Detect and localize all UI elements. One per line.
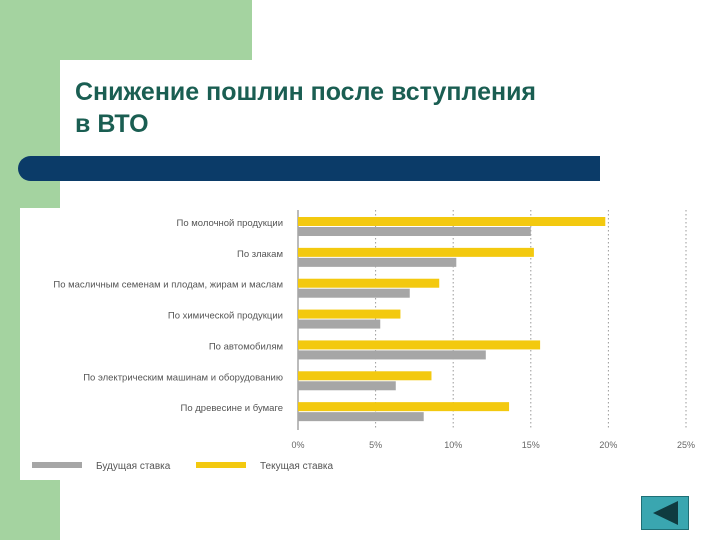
- bar-future-6: [298, 381, 396, 391]
- chart-container: 0% 5% 10% 15% 20% 25% По молочной продукции По …: [20, 208, 700, 480]
- bar-current-2: [298, 247, 534, 257]
- legend-label: Будущая ставка: [96, 461, 171, 472]
- title-divider-bar: [18, 156, 600, 181]
- bar-future-3: [298, 288, 410, 298]
- x-tick-label: 0%: [291, 440, 304, 450]
- bar-future-5: [298, 350, 486, 360]
- bar-current-1: [298, 217, 606, 226]
- x-tick-label: 10%: [444, 440, 462, 450]
- category-label: По молочной продукции: [176, 218, 283, 229]
- bar-current-4: [298, 309, 401, 319]
- x-tick-label: 15%: [522, 440, 540, 450]
- x-tick-label: 20%: [599, 440, 617, 450]
- x-tick-label: 25%: [677, 440, 695, 450]
- triangle-left-icon: [653, 501, 678, 525]
- category-label: По масличным семенам и плодам, жирам и м…: [53, 280, 283, 291]
- category-label: По злакам: [237, 249, 283, 260]
- category-label: По электрическим машинам и оборудованию: [83, 372, 283, 383]
- bar-future-1: [298, 227, 531, 236]
- bar-current-7: [298, 402, 510, 412]
- bar-current-5: [298, 340, 541, 350]
- category-label: По автомобилям: [209, 341, 283, 352]
- legend-swatch-1: [32, 462, 82, 468]
- slide-title-line-2: в ВТО: [75, 110, 149, 138]
- bar-future-4: [298, 319, 381, 329]
- bar-future-7: [298, 412, 424, 422]
- legend-swatch-2: [196, 462, 246, 468]
- bar-current-6: [298, 371, 432, 381]
- bar-future-2: [298, 257, 457, 267]
- bar-chart: 0% 5% 10% 15% 20% 25% По молочной продукции По …: [32, 210, 695, 472]
- legend-label: Текущая ставка: [260, 461, 334, 472]
- category-label: По химической продукции: [168, 311, 283, 322]
- slide-title: Снижение пошлин после вступления в ВТО: [75, 76, 695, 140]
- accent-block-top: [0, 0, 252, 60]
- slide-title-line-1: Снижение пошлин после вступления: [75, 78, 537, 106]
- category-label: По древесине и бумаге: [181, 403, 284, 414]
- bar-current-3: [298, 278, 440, 288]
- previous-slide-button[interactable]: [641, 496, 689, 530]
- x-tick-label: 5%: [369, 440, 382, 450]
